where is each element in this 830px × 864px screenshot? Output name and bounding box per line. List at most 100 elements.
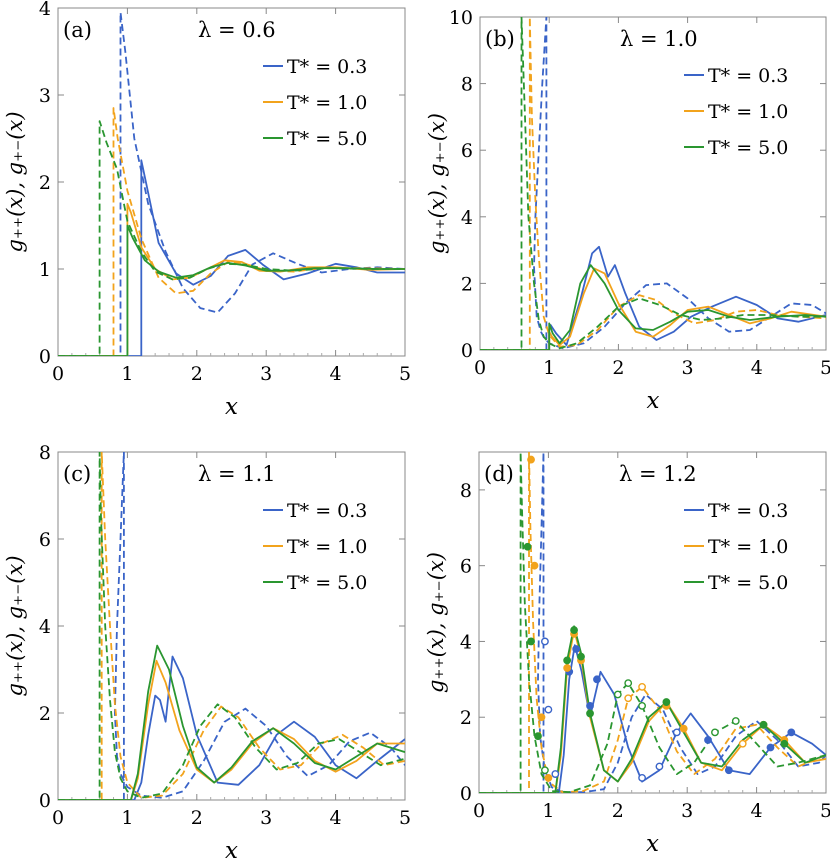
series-line-dashed xyxy=(479,452,826,793)
data-point xyxy=(551,770,560,778)
legend-label: T* = 5.0 xyxy=(287,572,367,594)
data-point xyxy=(738,739,747,748)
x-tick-label: 2 xyxy=(612,357,624,379)
data-point xyxy=(541,637,549,646)
y-tick-label: 2 xyxy=(39,703,51,725)
series-line-solid xyxy=(479,644,826,793)
panel-d: 0 1 2 3 4 5 0 2 4 6 8 x g₊₊(x), g₊₋(x) (d) λ = 1.2 T* =… xyxy=(424,451,830,857)
series-line-dashed xyxy=(58,120,405,356)
series-line-solid xyxy=(480,264,826,350)
plot-series xyxy=(480,17,826,350)
x-tick-label: 0 xyxy=(52,807,64,829)
x-tick-label: 0 xyxy=(474,357,486,379)
y-tick-label: 0 xyxy=(39,790,51,812)
y-tick-label: 4 xyxy=(461,207,473,229)
data-point xyxy=(527,455,535,464)
series-line-dashed xyxy=(58,452,405,800)
x-tick-label: 4 xyxy=(751,357,763,379)
plot-series xyxy=(58,452,405,800)
data-point xyxy=(586,709,594,718)
series-line-solid xyxy=(480,245,826,350)
y-tick-label: 4 xyxy=(39,616,51,638)
y-tick-label: 8 xyxy=(39,442,51,464)
lambda-annotation: λ = 1.2 xyxy=(619,462,697,486)
data-point xyxy=(759,720,768,729)
data-point xyxy=(724,766,733,775)
y-tick-label: 0 xyxy=(460,783,472,805)
legend-label: T* = 0.3 xyxy=(287,500,367,522)
y-tick-label: 0 xyxy=(461,340,473,362)
lambda-annotation: λ = 1.0 xyxy=(620,27,698,51)
x-tick-label: 1 xyxy=(121,363,133,385)
series-line-solid xyxy=(480,267,826,350)
series-line-dashed xyxy=(58,452,405,800)
series-line-solid xyxy=(479,629,826,793)
plot-frame xyxy=(479,16,827,351)
y-tick-label: 2 xyxy=(461,273,473,295)
y-axis-label: g₊₊(x), g₊₋(x) xyxy=(3,555,27,696)
data-point xyxy=(541,766,549,775)
series-line-solid xyxy=(58,659,405,800)
y-axis-label: g₊₊(x), g₊₋(x) xyxy=(425,113,449,254)
y-axis-label: g₊₊(x), g₊₋(x) xyxy=(424,552,448,693)
data-point xyxy=(570,626,578,634)
x-tick-label: 1 xyxy=(543,357,555,379)
data-point xyxy=(672,728,681,737)
x-tick-label: 5 xyxy=(820,800,830,822)
series-line-solid xyxy=(58,224,405,356)
data-point xyxy=(593,675,601,684)
plot-series xyxy=(58,11,405,356)
data-point xyxy=(527,637,535,646)
legend-label: T* = 5.0 xyxy=(287,128,367,150)
series-line-solid xyxy=(58,644,405,800)
legend-label: T* = 1.0 xyxy=(708,101,788,123)
x-tick-label: 0 xyxy=(52,363,64,385)
data-point xyxy=(655,762,664,771)
x-tick-label: 2 xyxy=(191,807,203,829)
x-axis-label: x xyxy=(646,831,659,857)
legend-label: T* = 1.0 xyxy=(287,92,367,114)
y-tick-label: 6 xyxy=(460,556,472,578)
y-tick-label: 2 xyxy=(460,707,472,729)
series-line-solid xyxy=(58,159,405,356)
y-axis-label: g₊₊(x), g₊₋(x) xyxy=(3,111,27,252)
x-tick-label: 3 xyxy=(681,800,693,822)
x-tick-label: 1 xyxy=(121,807,133,829)
panel-b: 0 1 2 3 4 5 0 2 4 6 8 10 x g₊₊(x), g₊₋(x) (b) λ = 1.0 T*… xyxy=(425,7,830,414)
data-point xyxy=(563,664,572,672)
data-point xyxy=(534,732,542,741)
x-tick-label: 2 xyxy=(191,363,203,385)
data-point xyxy=(624,679,633,688)
legend-label: T* = 0.3 xyxy=(287,56,367,78)
panel-tag: (a) xyxy=(63,18,92,42)
series-line-dashed xyxy=(480,17,826,350)
legend-label: T* = 5.0 xyxy=(708,137,788,159)
series-line-dashed xyxy=(480,17,826,350)
x-tick-label: 1 xyxy=(542,800,554,822)
panel-tag: (d) xyxy=(484,462,514,486)
lambda-annotation: λ = 1.1 xyxy=(198,462,276,486)
x-tick-label: 4 xyxy=(751,800,763,822)
x-axis-label: x xyxy=(225,394,238,420)
x-tick-label: 3 xyxy=(260,807,272,829)
panel-a: 0 1 2 3 4 5 0 1 2 3 4 x g₊₊(x), g₊₋(x) (a) λ = 0.6 T* =… xyxy=(3,0,411,420)
y-tick-label: 0 xyxy=(39,346,51,368)
data-point xyxy=(572,645,581,653)
y-tick-label: 2 xyxy=(39,172,51,194)
data-point xyxy=(711,728,719,737)
data-point xyxy=(662,698,671,706)
data-point xyxy=(780,739,789,748)
data-point xyxy=(638,701,646,710)
data-point xyxy=(544,705,553,714)
panel-tag: (c) xyxy=(63,462,91,486)
data-point xyxy=(577,652,585,661)
data-point xyxy=(537,713,546,722)
legend-label: T* = 0.3 xyxy=(708,500,788,522)
x-tick-label: 3 xyxy=(260,363,272,385)
y-tick-label: 4 xyxy=(39,0,51,20)
x-tick-label: 3 xyxy=(682,357,694,379)
data-point xyxy=(638,773,646,782)
y-tick-label: 6 xyxy=(39,529,51,551)
x-tick-label: 5 xyxy=(820,357,830,379)
